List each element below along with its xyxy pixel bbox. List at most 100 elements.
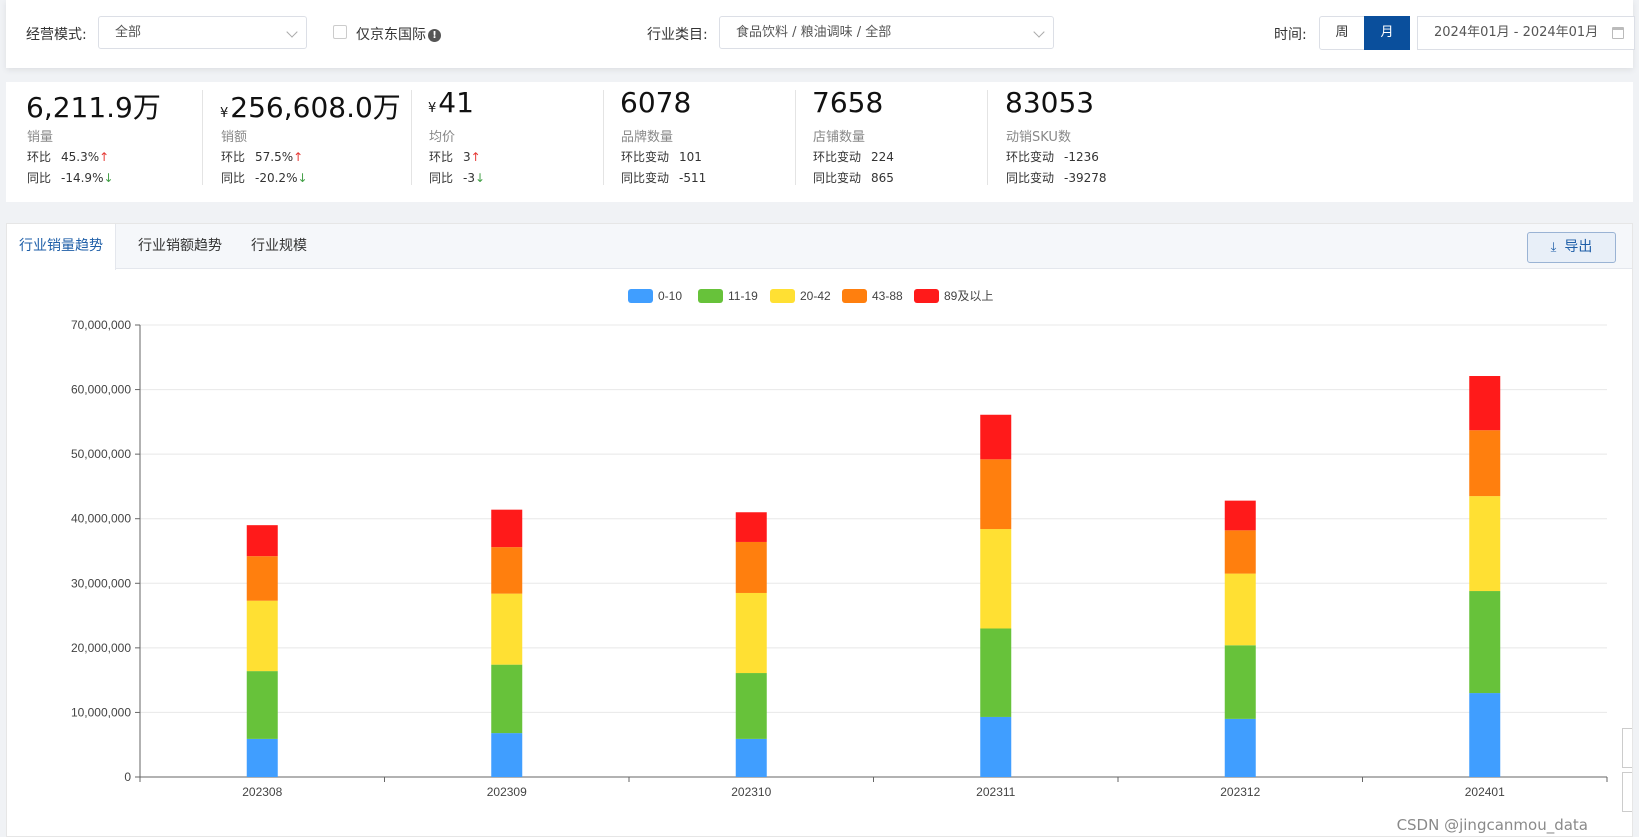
bar-segment-20-42 (980, 529, 1012, 629)
legend-item: 11-19 (728, 289, 758, 303)
stat-mom-label: 环比变动 (813, 150, 862, 164)
stat-mom-value: 57.5% (255, 150, 294, 164)
stat-mom: 环比 3↑ (429, 148, 481, 165)
arrow-up-icon: ↑ (99, 150, 110, 164)
bar-segment-89及以上 (246, 525, 278, 557)
jd-intl-checkbox[interactable] (333, 25, 347, 39)
bar-segment-0-10 (735, 738, 767, 777)
bar-segment-20-42 (491, 593, 523, 665)
tab-sales-volume-trend[interactable]: 行业销量趋势 (7, 224, 116, 270)
bar-segment-43-88 (1224, 530, 1256, 574)
stat-mom-value: 3 (463, 150, 471, 164)
stat-name: 销量 (27, 130, 54, 145)
stat-value-number: 83053 (1005, 86, 1095, 119)
divider (202, 90, 203, 185)
export-button[interactable]: ⤓ 导出 (1527, 232, 1616, 263)
y-tick-label: 40,000,000 (71, 512, 131, 526)
y-tick-label: 20,000,000 (71, 641, 131, 655)
x-tick-label: 202310 (731, 785, 771, 799)
stat-name: 动销SKU数 (1006, 130, 1071, 145)
stat-name: 销额 (221, 130, 248, 145)
bar-segment-43-88 (735, 541, 767, 593)
bar-segment-11-19 (1224, 645, 1256, 719)
category-select[interactable]: 食品饮料 / 粮油调味 / 全部 (719, 16, 1054, 49)
chevron-down-icon (286, 26, 298, 38)
bar-segment-43-88 (491, 547, 523, 594)
bar-segment-89及以上 (980, 414, 1012, 460)
tab-sales-amount-trend[interactable]: 行业销额趋势 (138, 238, 222, 254)
bar-segment-0-10 (980, 716, 1012, 777)
tab-bar: 行业销量趋势 行业销额趋势 行业规模 ⤓ 导出 (7, 224, 1632, 270)
stat-name: 店铺数量 (813, 130, 866, 145)
bar-segment-89及以上 (1469, 376, 1501, 431)
calendar-icon (1612, 27, 1624, 39)
stat-sales-amount: ¥256,608.0万 销额 环比 57.5%↑ 同比 -20.2%↓ (202, 82, 402, 202)
info-icon[interactable]: ! (428, 29, 441, 42)
stat-mom: 环比变动 -1236 (1006, 148, 1099, 165)
side-float-tab[interactable] (1622, 728, 1632, 768)
stat-yoy-value: -20.2% (255, 171, 298, 185)
stat-yoy: 同比变动 865 (813, 169, 894, 186)
stat-yoy: 同比变动 -39278 (1006, 169, 1107, 186)
stat-avg-price: ¥41 均价 环比 3↑ 同比 -3↓ (411, 82, 591, 202)
legend-swatch (698, 289, 723, 303)
y-tick-label: 70,000,000 (71, 318, 131, 332)
legend-item: 20-42 (800, 289, 831, 303)
stat-value: 6,211.9万 (26, 86, 161, 126)
bar-segment-20-42 (246, 600, 278, 672)
bar-segment-43-88 (980, 459, 1012, 530)
stats-panel: 6,211.9万 销量 环比 45.3%↑ 同比 -14.9%↓ ¥256,608.… (6, 82, 1633, 202)
stat-brand-count: 6078 品牌数量 环比变动 101 同比变动 -511 (603, 82, 788, 202)
arrow-up-icon: ↑ (293, 150, 304, 164)
bar-segment-43-88 (246, 556, 278, 601)
y-tick-label: 0 (124, 770, 131, 784)
y-tick-label: 30,000,000 (71, 576, 131, 590)
date-range-value: 2024年01月 - 2024年01月 (1434, 25, 1599, 40)
legend-item: 0-10 (658, 289, 682, 303)
stat-yoy-value: -3 (463, 171, 475, 185)
jd-intl-label-text: 仅京东国际 (356, 27, 426, 43)
x-tick-label: 202312 (1220, 785, 1260, 799)
x-tick-label: 202309 (487, 785, 527, 799)
filter-bar: 经营模式: 全部 仅京东国际! 行业类目: 食品饮料 / 粮油调味 / 全部 时… (6, 0, 1635, 68)
bar-segment-0-10 (1224, 718, 1256, 777)
stat-mom: 环比 45.3%↑ (27, 148, 109, 165)
date-range-picker[interactable]: 2024年01月 - 2024年01月 (1417, 16, 1635, 50)
stat-mom-value: 45.3% (61, 150, 100, 164)
stat-value: 7658 (812, 86, 883, 119)
jd-intl-label: 仅京东国际! (338, 24, 441, 44)
chevron-down-icon (1033, 26, 1045, 38)
side-float-tab[interactable] (1622, 772, 1632, 812)
stat-value-number: 41 (438, 86, 474, 119)
trend-card: 0 10,000,000 20,000,000 30,000,000 40,000,00… (6, 223, 1633, 837)
mode-select-value: 全部 (115, 25, 142, 40)
stat-yoy-value: -511 (679, 171, 707, 185)
bar-segment-0-10 (491, 733, 523, 777)
stat-mom-label: 环比变动 (621, 150, 670, 164)
legend-swatch (628, 289, 653, 303)
stat-yoy-value: -39278 (1064, 171, 1107, 185)
bar-segment-20-42 (1469, 496, 1501, 592)
month-toggle[interactable]: 月 (1364, 16, 1410, 50)
stat-yoy-label: 同比 (27, 171, 52, 185)
mode-select[interactable]: 全部 (98, 16, 307, 49)
bar-segment-11-19 (980, 628, 1012, 717)
stat-value: 83053 (1005, 86, 1094, 119)
bar-segment-11-19 (491, 664, 523, 734)
tab-industry-scale[interactable]: 行业规模 (251, 238, 307, 254)
bar-segment-20-42 (735, 592, 767, 674)
stat-yoy-label: 同比变动 (621, 171, 670, 185)
divider (411, 90, 412, 185)
stat-store-count: 7658 店铺数量 环比变动 224 同比变动 865 (795, 82, 980, 202)
bar-segment-0-10 (1469, 693, 1501, 777)
bar-segment-43-88 (1469, 430, 1501, 497)
mode-label: 经营模式: (26, 27, 87, 43)
bar-segment-89及以上 (491, 509, 523, 548)
stat-mom-value: 101 (679, 150, 702, 164)
week-toggle[interactable]: 周 (1319, 16, 1365, 50)
divider (987, 90, 988, 185)
download-icon: ⤓ (1550, 240, 1557, 255)
bar-segment-11-19 (1469, 591, 1501, 694)
stat-value-number: 7658 (812, 86, 884, 119)
stacked-bar-chart: 0 10,000,000 20,000,000 30,000,000 40,000,00… (71, 289, 1608, 799)
